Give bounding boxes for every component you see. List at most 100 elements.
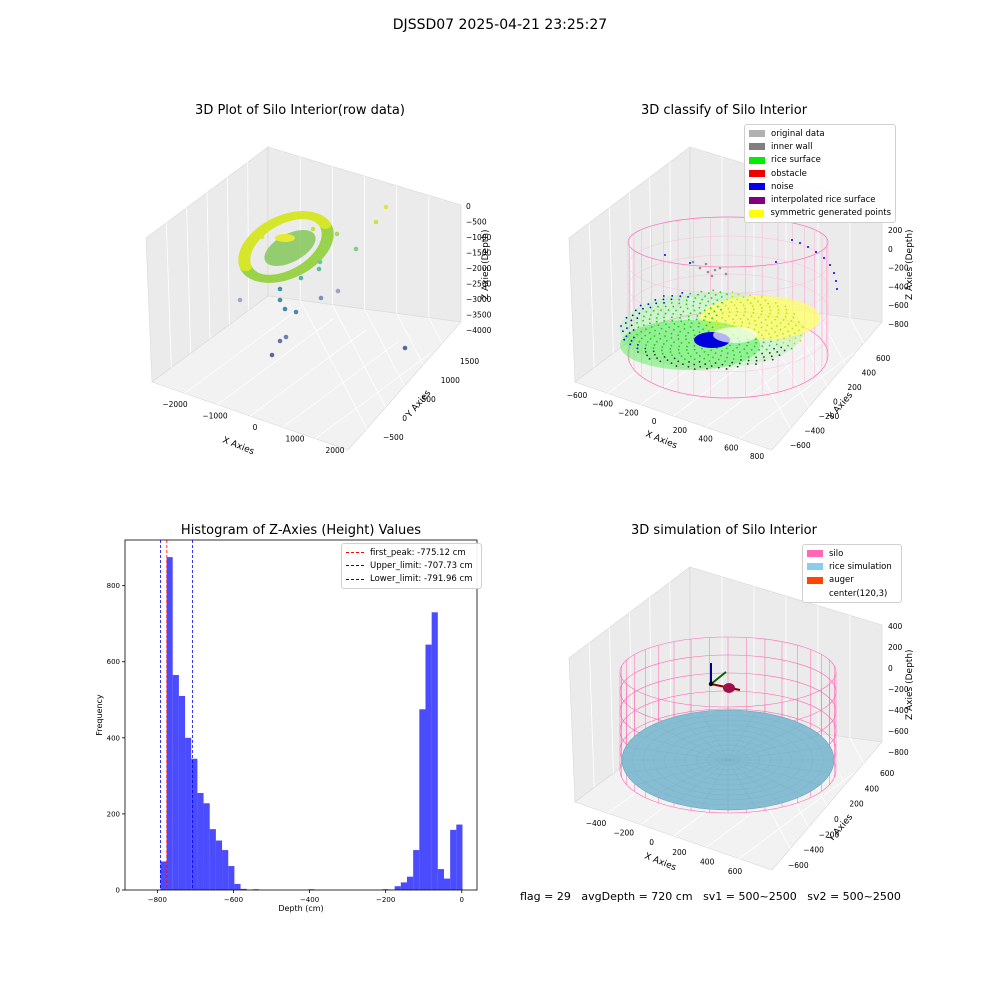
classified-point: [645, 344, 647, 347]
panel4-x-tick: −200: [613, 829, 634, 838]
classified-point: [770, 327, 773, 330]
classified-point: [783, 337, 785, 340]
panel2-classified-points: [620, 239, 838, 371]
classified-point: [768, 344, 771, 347]
interpolated-highlight: [713, 327, 757, 343]
classified-point: [727, 307, 730, 310]
classified-point: [707, 292, 710, 294]
panel1-x-tick: −1000: [202, 412, 228, 421]
classified-point: [714, 294, 717, 296]
histogram-bar: [456, 824, 463, 890]
classified-point: [740, 301, 742, 304]
classified-point: [662, 295, 665, 297]
panel1-ring-points: [238, 211, 334, 283]
panel1-z-tick: −2500: [466, 280, 492, 289]
legend-item-first-peak: first_peak: -775.12 cm: [346, 546, 477, 559]
grid-line: [849, 737, 865, 764]
legend-line: [346, 578, 364, 580]
classified-point: [708, 321, 711, 324]
classified-point: [715, 314, 718, 317]
classified-point: [660, 309, 662, 312]
noise-point: [689, 262, 691, 264]
histogram-bar: [431, 612, 438, 890]
noise-point: [664, 254, 666, 256]
classified-point: [731, 295, 734, 298]
classified-point: [701, 298, 704, 301]
noise-point: [835, 280, 837, 282]
classified-point: [632, 336, 635, 339]
classified-point: [775, 343, 778, 346]
panel4-tick-labels: −400−2000200400600−600−400−2000200400600…: [586, 622, 909, 876]
grid-line: [428, 317, 443, 344]
classified-point: [712, 302, 715, 305]
classified-point: [728, 311, 731, 314]
classified-point: [732, 358, 735, 360]
classified-point: [685, 299, 688, 302]
classified-point: [680, 342, 683, 344]
classified-point: [762, 341, 765, 344]
classified-point: [732, 349, 734, 352]
classified-point: [760, 321, 763, 324]
classified-point: [774, 318, 776, 321]
panel2-tick-labels: −600−400−2000200400600800−600−400−200020…: [567, 226, 909, 461]
classified-point: [655, 320, 658, 323]
classified-point: [665, 330, 667, 333]
classified-point: [628, 332, 631, 334]
classified-point: [693, 363, 696, 366]
classified-point: [703, 357, 706, 360]
footer-sv2: sv2 = 500~2500: [807, 890, 901, 903]
classified-point: [754, 319, 756, 322]
legend-swatch: [749, 130, 765, 138]
classified-point: [682, 363, 684, 366]
classified-point: [759, 303, 762, 306]
classified-point: [637, 351, 639, 353]
classified-point: [652, 309, 655, 312]
classified-point: [695, 352, 698, 354]
classified-point: [625, 316, 628, 319]
classified-point: [746, 352, 749, 355]
y-tick-label: 600: [107, 658, 120, 666]
noise-point: [815, 251, 817, 253]
classified-point: [657, 313, 659, 315]
histogram-bar: [413, 850, 420, 890]
classified-point: [761, 334, 763, 337]
classified-point: [770, 340, 772, 343]
classified-point: [701, 347, 703, 350]
classified-point: [774, 301, 777, 304]
noise-point: [775, 261, 777, 263]
classified-point: [753, 345, 756, 348]
classified-point: [785, 308, 788, 311]
classified-point: [776, 335, 779, 337]
classified-point: [755, 341, 757, 344]
classified-point: [721, 316, 724, 319]
data-point: [402, 345, 408, 351]
ring-point: [319, 221, 332, 230]
classified-point: [680, 355, 683, 358]
classified-point: [716, 305, 719, 308]
classified-point: [710, 349, 713, 352]
panel4-y-tick: −200: [819, 830, 840, 839]
classified-point: [767, 302, 770, 305]
classified-point: [724, 304, 727, 307]
panel4-title: 3D simulation of Silo Interior: [631, 523, 817, 538]
classified-point: [784, 326, 786, 328]
panel1-y-tick: −500: [383, 433, 404, 442]
panel2-z-tick: −400: [888, 282, 909, 291]
classified-point: [678, 302, 681, 305]
classified-point: [752, 311, 755, 314]
classified-point: [670, 362, 673, 365]
panel4-z-tick: −400: [888, 706, 909, 715]
classified-point: [622, 330, 624, 333]
classified-point: [784, 305, 787, 308]
classified-point: [733, 354, 736, 356]
noise-point: [836, 288, 838, 290]
panel1-z-tick: −2000: [466, 264, 492, 273]
classified-point: [629, 343, 632, 346]
classified-point: [719, 291, 722, 294]
classified-point: [665, 339, 668, 342]
grid-line: [165, 222, 172, 368]
panel4-rice-surface: [621, 709, 835, 811]
panel2-legend: original data inner wall rice surface ob…: [744, 124, 896, 224]
classified-point: [654, 329, 656, 332]
